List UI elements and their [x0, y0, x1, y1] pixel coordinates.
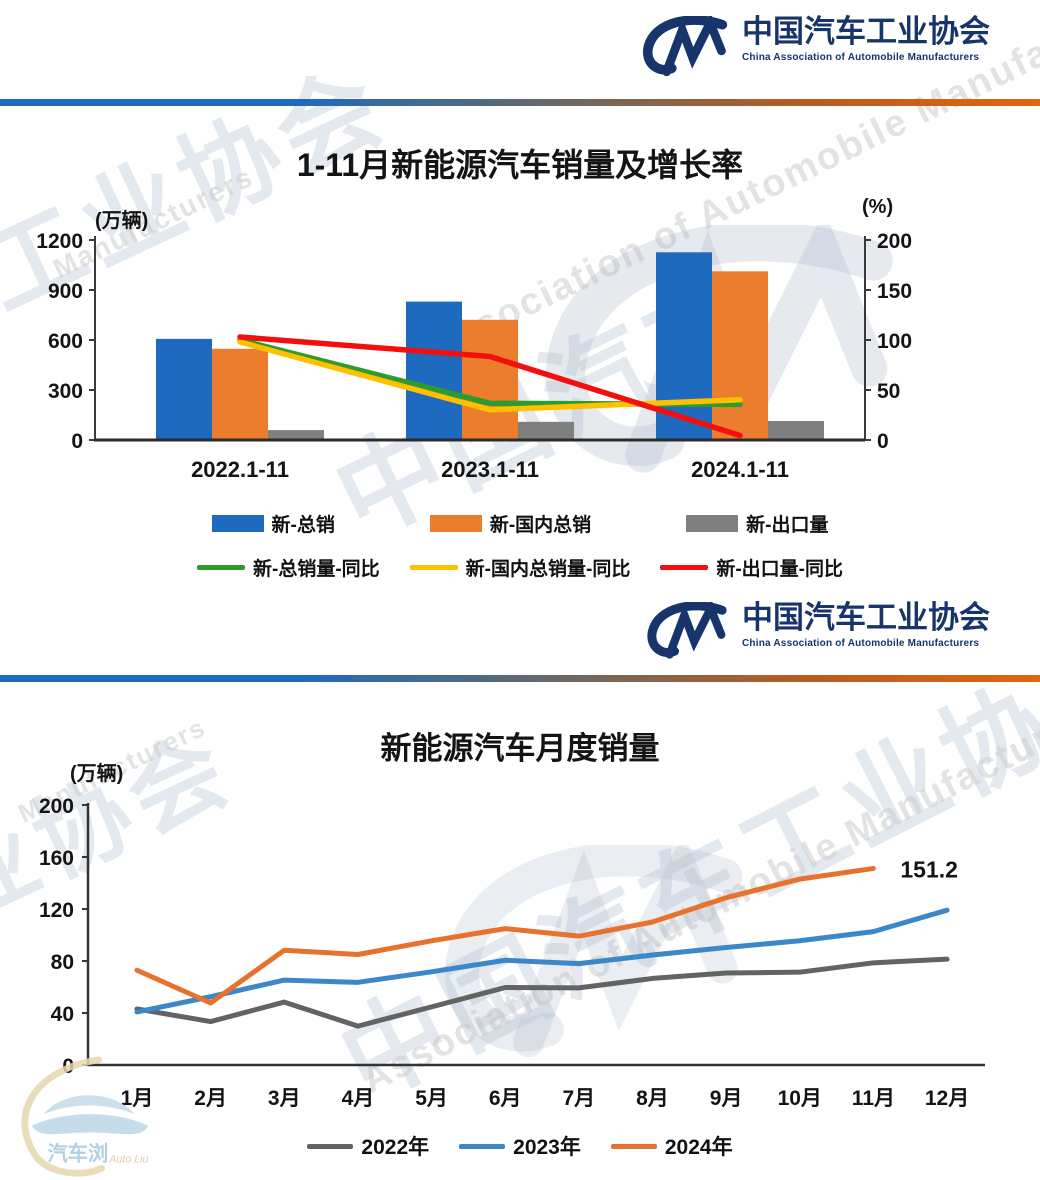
bar-新-总销-2023.1-11 [406, 301, 462, 440]
legend-item-2024: 2024年 [610, 1131, 733, 1161]
chart2-month-label: 3月 [268, 1087, 301, 1110]
chart1-left-tick-label: 0 [71, 430, 83, 453]
chart2-month-label: 6月 [489, 1087, 522, 1110]
chart2-month-label: 4月 [342, 1087, 375, 1110]
chart1-left-tick-label: 600 [48, 330, 83, 353]
chart2-legend: 2022年 2023年 2024年 [0, 1131, 1040, 1161]
legend-swatch-green-line [197, 565, 246, 570]
legend-label: 2024年 [664, 1136, 733, 1159]
chart1-title: 1-11月新能源汽车销量及增长率 [296, 147, 744, 183]
caam-logo-name-en: China Association of Automobile Manufact… [742, 51, 980, 63]
chart2-month-label: 8月 [636, 1087, 669, 1110]
chart2-month-label: 7月 [562, 1087, 595, 1110]
legend-swatch-yellow-line [409, 565, 458, 570]
chart2-y-tick-label: 40 [51, 1003, 74, 1026]
chart2-month-label: 2月 [194, 1087, 227, 1110]
chart2-title: 新能源汽车月度销量 [380, 731, 660, 766]
legend-swatch-orange-line [610, 1143, 657, 1149]
chart1-legend-bars: 新-总销 新-国内总销 新-出口量 [0, 510, 1040, 537]
legend-item-export-volume: 新-出口量 [686, 510, 828, 537]
chart1-left-axis-unit: (万辆) [95, 210, 149, 232]
legend-item-2022: 2022年 [307, 1131, 429, 1161]
bar-新-出口量-2022.1-11 [268, 430, 324, 440]
legend-swatch-blue-line [459, 1143, 506, 1149]
divider-rule [0, 99, 1040, 106]
legend-label: 新-总销量-同比 [253, 559, 380, 580]
legend-label: 新-总销 [271, 515, 335, 536]
legend-swatch-blue [211, 515, 264, 532]
caam-logo-glyph-icon [647, 602, 727, 659]
legend-label: 新-国内总销量-同比 [465, 559, 631, 580]
caam-logo-name-en: China Association of Automobile Manufact… [742, 637, 980, 649]
chart1-legend-lines: 新-总销量-同比 新-国内总销量-同比 新-出口量-同比 [0, 554, 1040, 581]
chart2-y-tick-label: 80 [51, 951, 74, 974]
chart2-month-label: 12月 [925, 1087, 969, 1110]
chart2-month-label: 11月 [852, 1087, 895, 1110]
legend-label: 2023年 [513, 1136, 581, 1159]
divider-rule [0, 675, 1040, 682]
bar-新-国内总销-2022.1-11 [212, 348, 268, 440]
legend-swatch-gray-line [307, 1143, 354, 1149]
legend-label: 新-出口量 [746, 515, 829, 536]
legend-swatch-gray [686, 515, 739, 532]
legend-label: 新-国内总销 [489, 515, 592, 536]
watermark-caam-glyph-icon [445, 845, 743, 1058]
watermark-caam-glyph-icon [546, 225, 893, 473]
chart1-left-tick-label: 900 [48, 280, 83, 303]
chart2-axis-unit: (万辆) [70, 763, 124, 785]
legend-label: 2022年 [361, 1136, 430, 1159]
footer-watermark-cn: 汽车浏 [47, 1142, 108, 1166]
legend-label: 新-出口量-同比 [716, 559, 843, 580]
legend-item-domestic-sales-yoy: 新-国内总销量-同比 [409, 554, 631, 581]
chart2-month-label: 5月 [415, 1087, 448, 1110]
legend-item-total-sales-yoy: 新-总销量-同比 [197, 554, 380, 581]
legend-item-export-yoy: 新-出口量-同比 [660, 554, 843, 581]
bar-新-总销-2022.1-11 [156, 338, 212, 440]
legend-swatch-orange [429, 515, 482, 532]
chart1-left-tick-label: 300 [48, 380, 83, 403]
footer-watermark-en: Auto Liu [108, 1154, 148, 1166]
chart1-left-tick-label: 1200 [36, 230, 83, 253]
caam-logo-name-cn: 中国汽车工业协会 [742, 600, 990, 635]
legend-item-total-sales: 新-总销 [211, 510, 335, 537]
caam-logo-glyph-icon [642, 16, 728, 77]
caam-logo: 中国汽车工业协会 China Association of Automobile… [642, 600, 990, 666]
data-label-latest: 151.2 [900, 856, 958, 882]
footer-brand-watermark: 汽车浏 Auto Liu [21, 1056, 149, 1177]
chart2-y-tick-label: 160 [39, 847, 74, 870]
chart1-category-label: 2022.1-11 [191, 457, 289, 482]
chart2-y-tick-label: 120 [39, 899, 74, 922]
caam-logo-name-cn: 中国汽车工业协会 [742, 14, 990, 49]
legend-swatch-red-line [660, 565, 709, 570]
chart2-month-label: 10月 [778, 1087, 822, 1110]
legend-item-domestic-sales: 新-国内总销 [429, 510, 592, 537]
chart2-month-label: 9月 [710, 1087, 743, 1110]
legend-item-2023: 2023年 [459, 1131, 581, 1161]
caam-logo: 中国汽车工业协会 China Association of Automobile… [638, 14, 990, 84]
chart1-right-axis-unit: (%) [862, 196, 894, 218]
chart2-y-tick-label: 200 [39, 795, 74, 818]
